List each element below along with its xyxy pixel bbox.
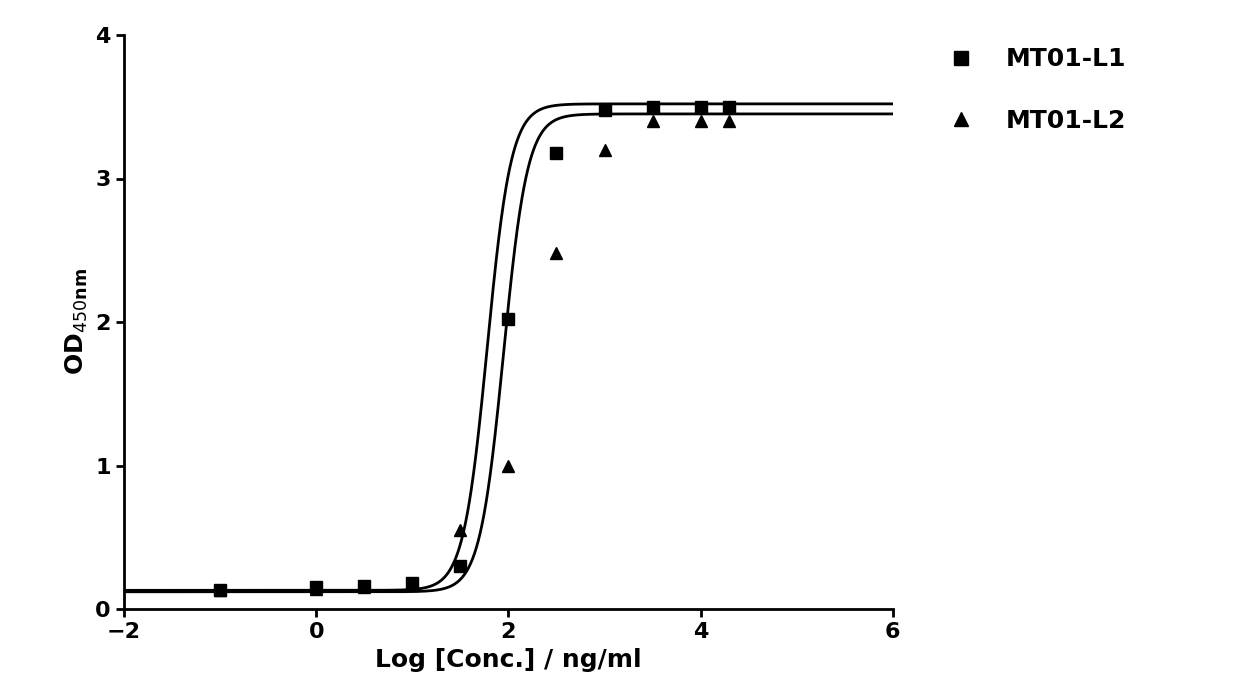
Legend: MT01-L1, MT01-L2: MT01-L1, MT01-L2 [936, 48, 1127, 133]
Y-axis label: OD$_{450\mathregular{nm}}$: OD$_{450\mathregular{nm}}$ [63, 269, 89, 375]
X-axis label: Log [Conc.] / ng/ml: Log [Conc.] / ng/ml [374, 648, 642, 672]
